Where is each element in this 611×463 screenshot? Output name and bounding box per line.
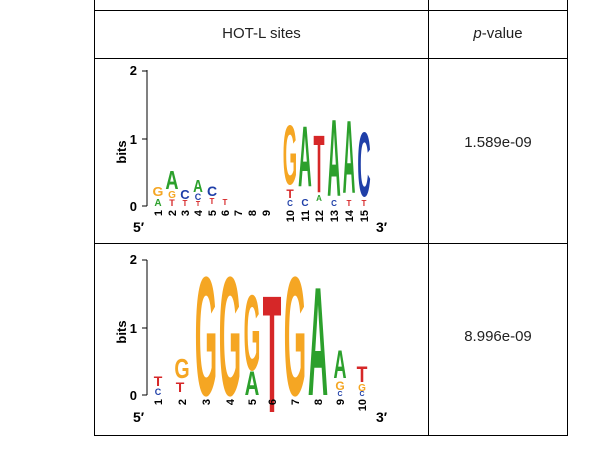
- row2-letter-C-10: C: [359, 391, 364, 398]
- row1-letter-T-15: T: [362, 199, 367, 208]
- table-header-rule: [94, 58, 568, 59]
- row1-letter-T-5: T: [210, 197, 215, 206]
- row1-xtick-2: 2: [167, 210, 179, 216]
- row2-xtick-8: 8: [313, 399, 325, 405]
- row1-letter-C-4: C: [195, 192, 202, 202]
- row2-letter-G-4: G: [219, 250, 241, 430]
- row2-xtick-4: 4: [225, 398, 237, 405]
- header-p-value: p-value: [429, 25, 567, 42]
- row2-letter-T-10: T: [357, 363, 368, 387]
- row2-letter-G-3: G: [195, 250, 217, 430]
- row2-letter-A-9: A: [334, 342, 347, 387]
- row2-x-ticks: 1 2 3 4 5 6 7 8 9 10: [153, 398, 369, 411]
- row1-xtick-6: 6: [220, 210, 232, 216]
- row2-letter-T: T: [154, 373, 163, 389]
- row2-letter-C-9: C: [337, 391, 342, 398]
- row2-logo-letters: T C G T G G G A T G A A G C T G C: [154, 250, 368, 430]
- row2-xtick-9: 9: [335, 399, 347, 405]
- row1-letter-G-small: G: [168, 190, 176, 201]
- row1-xtick-8: 8: [247, 210, 259, 216]
- row2-three-prime: 3′: [376, 409, 388, 425]
- header-hot-l-sites: HOT-L sites: [222, 25, 301, 42]
- row1-letter-T-4: T: [196, 201, 201, 208]
- row1-three-prime: 3′: [376, 219, 388, 235]
- row1-ytick-0: 0: [130, 199, 137, 214]
- row2-xtick-10: 10: [357, 399, 369, 411]
- row1-letter-T-12: T: [313, 117, 324, 210]
- row1-letter-C-15: C: [357, 114, 370, 217]
- table-bottom-rule: [94, 435, 568, 436]
- row1-letter-C-5: C: [207, 183, 217, 199]
- row1-logo-letters: G A A G T C T A C T C T T G T C A C T A …: [153, 97, 371, 220]
- row1-letter-A: A: [154, 198, 161, 209]
- table-column-divider: [428, 0, 429, 436]
- row2-letter-T-2: T: [176, 379, 185, 395]
- row1-five-prime: 5′: [133, 219, 145, 235]
- row1-x-ticks: 1 2 3 4 5 6 7 8 9 10 11 12 13 14 15: [153, 209, 371, 222]
- row2-xtick-3: 3: [201, 399, 213, 405]
- sequence-logo-row1: 2 1 0 bits G A A G T C T A C T C T T G T…: [114, 63, 388, 235]
- row1-xtick-1: 1: [153, 210, 165, 216]
- row1-xtick-7: 7: [233, 210, 245, 216]
- row2-pvalue: 8.996e-09: [464, 328, 532, 345]
- row1-letter-G: G: [153, 185, 164, 199]
- row1-xtick-15: 15: [359, 210, 371, 222]
- row1-xtick-14: 14: [344, 209, 356, 222]
- row2-letter-G-2: G: [174, 354, 189, 385]
- row1-xtick-10: 10: [285, 210, 297, 222]
- row1-pvalue: 1.589e-09: [464, 134, 532, 151]
- row2-xtick-6: 6: [267, 399, 279, 405]
- row1-xtick-12: 12: [314, 210, 326, 222]
- row1-letter-C-10: C: [287, 199, 293, 208]
- table-left-border: [94, 0, 95, 436]
- row1-xtick-5: 5: [207, 210, 219, 216]
- row1-letter-T-small: T: [169, 198, 175, 208]
- row1-letter-C-13: C: [331, 199, 337, 208]
- row1-xtick-9: 9: [261, 210, 273, 216]
- row2-y-axis-label: bits: [114, 320, 129, 343]
- row2-xtick-7: 7: [290, 399, 302, 405]
- row2-letter-G-10: G: [358, 383, 366, 394]
- row2-letter-C: C: [155, 387, 162, 397]
- row1-letter-T-10: T: [286, 187, 294, 201]
- row2-ytick-0: 0: [130, 388, 137, 403]
- row1-letter-A-14: A: [343, 98, 356, 215]
- row2-letter-A-8: A: [308, 254, 328, 428]
- header-value-text: -value: [481, 25, 523, 42]
- row1-xtick-11: 11: [300, 210, 312, 222]
- row1-letter-A-4: A: [193, 177, 203, 196]
- row1-xtick-3: 3: [180, 210, 192, 216]
- row1-xtick-4: 4: [193, 209, 205, 216]
- row2-letter-G-9: G: [335, 379, 344, 393]
- row1-letter-A-11: A: [298, 110, 312, 205]
- row2-ytick-2: 2: [130, 252, 137, 267]
- row1-letter-A-big: A: [165, 166, 178, 195]
- row1-y-axis-label: bits: [114, 140, 129, 163]
- header-p-italic: p: [473, 25, 482, 42]
- row2-ytick-1: 1: [130, 321, 137, 336]
- row1-letter-T: T: [183, 199, 188, 208]
- row2-letter-G-7: G: [284, 250, 306, 430]
- row2-xtick-5: 5: [247, 399, 259, 405]
- row1-letter-A-12: A: [316, 194, 322, 203]
- row2-letter-T-6: T: [263, 262, 282, 430]
- row2-xtick-1: 1: [153, 399, 165, 405]
- table-row-rule: [94, 243, 568, 244]
- row1-letter-C: C: [180, 187, 190, 202]
- table-right-border: [567, 0, 568, 436]
- table-top-rule: [94, 10, 568, 11]
- row1-letter-C-11: C: [301, 198, 308, 209]
- sequence-logo-row2: 2 1 0 bits T C G T G G G A T G A A G C T…: [114, 250, 388, 430]
- row1-letter-T-14: T: [347, 199, 352, 208]
- row1-xtick-13: 13: [329, 210, 341, 222]
- row2-letter-A-5: A: [245, 365, 260, 403]
- row1-letter-G-10: G: [283, 108, 297, 202]
- row2-xtick-2: 2: [177, 399, 189, 405]
- row1-letter-A-13: A: [327, 97, 341, 220]
- row1-letter-T-6: T: [223, 198, 228, 207]
- row2-letter-G-5: G: [244, 273, 261, 394]
- row1-ytick-1: 1: [130, 132, 137, 147]
- row1-ytick-2: 2: [130, 63, 137, 78]
- row2-five-prime: 5′: [133, 409, 145, 425]
